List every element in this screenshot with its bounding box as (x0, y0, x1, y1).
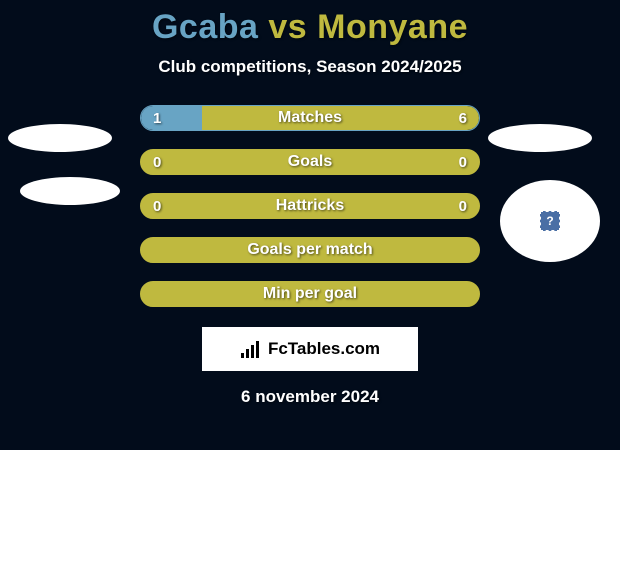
stat-row: Goals per match (140, 237, 480, 263)
stat-label: Goals per match (141, 241, 479, 259)
stat-value-left: 0 (153, 154, 161, 171)
title: Gcaba vs Monyane (0, 8, 620, 47)
stat-label: Hattricks (141, 197, 479, 215)
stat-label: Matches (141, 109, 479, 127)
brand-chart-icon (240, 340, 262, 358)
stat-label: Min per goal (141, 285, 479, 303)
subtitle: Club competitions, Season 2024/2025 (0, 57, 620, 77)
stat-bar: Min per goal (140, 281, 480, 307)
avatar-placeholder-left-2 (20, 177, 120, 205)
stat-row: Hattricks0 0 (140, 193, 480, 219)
stat-value-left: 0 (153, 198, 161, 215)
comparison-panel: Gcaba vs Monyane Club competitions, Seas… (0, 0, 620, 450)
title-player1: Gcaba (152, 8, 258, 46)
avatar-placeholder-right-1 (488, 124, 592, 152)
stat-row: Goals0 0 (140, 149, 480, 175)
date-text: 6 november 2024 (0, 387, 620, 407)
stat-bar: Goals per match (140, 237, 480, 263)
stat-label: Goals (141, 153, 479, 171)
brand-badge: FcTables.com (202, 327, 418, 371)
stat-value-right: 0 (459, 154, 467, 171)
stat-value-right: 0 (459, 198, 467, 215)
title-vs: vs (258, 8, 317, 46)
stat-row: Min per goal (140, 281, 480, 307)
avatar-placeholder-left-1 (8, 124, 112, 152)
stat-row: Matches1 6 (140, 105, 480, 131)
brand-text: FcTables.com (268, 339, 380, 359)
stat-value-left: 1 (153, 110, 161, 127)
stat-bar: Hattricks0 0 (140, 193, 480, 219)
stat-value-right: 6 (459, 110, 467, 127)
title-player2: Monyane (317, 8, 468, 46)
avatar-placeholder-right-2: ? (500, 180, 600, 262)
question-icon: ? (540, 211, 560, 231)
stat-bar: Matches1 6 (140, 105, 480, 131)
stat-bar: Goals0 0 (140, 149, 480, 175)
